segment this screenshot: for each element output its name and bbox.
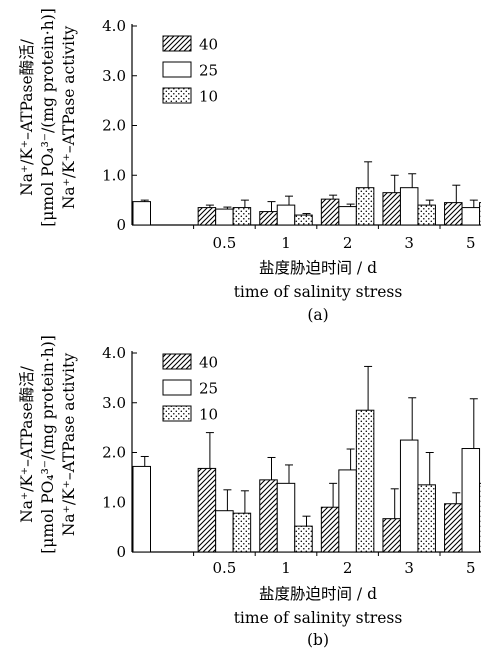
y-axis-label-line: Na⁺/K⁺–ATPase activity — [60, 353, 78, 536]
bar-40-5 — [444, 202, 463, 226]
bar-10-1 — [294, 214, 313, 226]
x-tick-label: 5 — [466, 234, 476, 252]
y-tick-label: 2.0 — [102, 444, 126, 462]
bar-10-3 — [417, 484, 436, 553]
y-axis-label-line: Na⁺/K⁺–ATPase酶活/ — [18, 365, 36, 523]
bar-25-0.5 — [215, 208, 234, 226]
x-tick-label: 5 — [466, 559, 476, 577]
x-tick-label: 2 — [343, 234, 353, 252]
x-axis-label-en: time of salinity stress — [234, 283, 403, 301]
x-axis-label-en: time of salinity stress — [234, 609, 403, 627]
legend-label: 40 — [199, 36, 218, 54]
bar-10-2 — [355, 187, 375, 226]
x-axis-label-cn: 盐度胁迫时间 / d — [259, 259, 377, 277]
legend-swatch-10 — [162, 87, 192, 104]
bar-25-1 — [276, 482, 296, 553]
legend-swatch-25 — [162, 379, 192, 396]
bar-40-5 — [444, 503, 463, 553]
legend-swatch-25 — [162, 61, 192, 78]
bar-25-control — [132, 465, 151, 553]
bar-10-2 — [355, 409, 375, 553]
x-tick-label: 3 — [404, 559, 414, 577]
legend-label: 25 — [199, 62, 218, 80]
bar-25-1 — [276, 204, 296, 226]
y-axis-label-line: Na⁺/K⁺–ATPase activity — [60, 26, 78, 209]
y-axis-label: Na⁺/K⁺–ATPase酶活/[μmol PO₄³⁻/(mg protein·… — [18, 8, 78, 227]
bar-40-1 — [259, 211, 278, 226]
x-tick-label: 0.5 — [212, 559, 236, 577]
y-tick-label: 0 — [116, 216, 126, 234]
legend-label: 10 — [199, 88, 218, 106]
legend-swatch-10 — [162, 405, 192, 422]
bar-10-3 — [417, 204, 436, 226]
bar-40-2 — [320, 506, 340, 553]
bar-25-3 — [399, 439, 419, 553]
bar-40-2 — [320, 198, 340, 226]
bar-40-3 — [382, 192, 401, 226]
x-tick-label: 3 — [404, 234, 414, 252]
y-tick-label: 4.0 — [102, 17, 126, 35]
bar-25-3 — [399, 187, 419, 226]
bar-40-1 — [259, 479, 278, 553]
bar-25-2 — [338, 206, 357, 226]
y-axis-label: Na⁺/K⁺–ATPase酶活/[μmol PO₄³⁻/(mg protein·… — [18, 335, 78, 554]
y-tick-label: 1.0 — [102, 166, 126, 184]
y-tick-label: 1.0 — [102, 493, 126, 511]
legend-label: 10 — [199, 406, 218, 424]
y-axis-label-line: [μmol PO₄³⁻/(mg protein·h)] — [39, 8, 57, 227]
chart-panel-a: 0 1.0 2.0 3.0 4.0 0.5 1 2 3 5 40 25 10 Na⁺/K⁺–ATPase酶… — [18, 8, 481, 324]
bar-10-0.5 — [232, 207, 252, 226]
panel-label: (a) — [307, 306, 328, 324]
bar-40-0.5 — [197, 207, 217, 226]
y-tick-label: 3.0 — [102, 394, 126, 412]
legend-label: 25 — [199, 380, 218, 398]
legend-swatch-40 — [162, 353, 192, 370]
y-axis-label-line: [μmol PO₄³⁻/(mg protein·h)] — [39, 335, 57, 554]
x-tick-label: 0.5 — [212, 234, 236, 252]
bar-25-2 — [338, 469, 357, 553]
bar-10-0.5 — [232, 512, 252, 553]
y-axis-label-line: Na⁺/K⁺–ATPase酶活/ — [18, 38, 36, 196]
bar-10-5 — [479, 202, 481, 226]
y-tick-label: 3.0 — [102, 67, 126, 85]
bar-25-control — [132, 201, 151, 226]
bar-25-0.5 — [215, 510, 234, 553]
chart-panel-b: 0 1.0 2.0 3.0 4.0 0.5 1 2 3 5 40 25 10 Na⁺/K⁺–ATPase酶… — [18, 335, 481, 649]
x-tick-label: 1 — [281, 234, 291, 252]
bar-10-1 — [294, 525, 313, 553]
x-axis-label-cn: 盐度胁迫时间 / d — [259, 585, 377, 603]
legend-label: 40 — [199, 354, 218, 372]
x-tick-label: 1 — [281, 559, 291, 577]
bar-25-5 — [461, 207, 481, 226]
y-tick-label: 2.0 — [102, 117, 126, 135]
panel-label: (b) — [307, 631, 329, 649]
x-tick-label: 2 — [343, 559, 353, 577]
bar-40-3 — [382, 518, 401, 553]
y-tick-label: 4.0 — [102, 344, 126, 362]
y-tick-label: 0 — [116, 543, 126, 561]
bar-25-5 — [461, 448, 481, 553]
legend-swatch-40 — [162, 35, 192, 52]
bar-40-0.5 — [197, 467, 217, 553]
bar-10-5 — [479, 482, 481, 553]
